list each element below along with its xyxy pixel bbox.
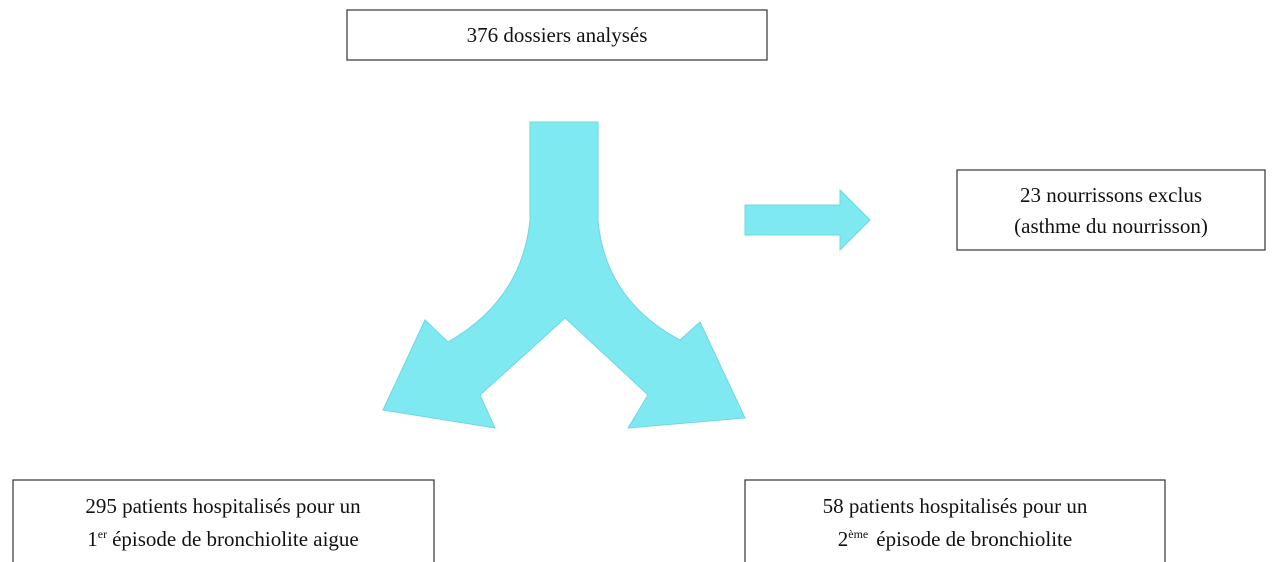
node-text-rest: épisode de bronchiolite <box>876 527 1072 551</box>
node-box <box>744 479 1166 562</box>
node-text: 376 dossiers analysés <box>467 23 648 47</box>
exclusion-arrow <box>744 188 871 252</box>
ordinal: 2 <box>838 527 849 551</box>
ordinal-suffix: er <box>98 527 107 541</box>
node-box <box>956 169 1266 251</box>
ordinal: 1 <box>87 527 98 551</box>
node-box <box>12 479 435 562</box>
node-text: (asthme du nourrisson) <box>1014 214 1208 238</box>
ordinal-suffix: ème <box>848 527 868 541</box>
node-text: 295 patients hospitalisés pour un <box>85 494 361 518</box>
node-text: 2ème épisode de bronchiolite <box>838 527 1072 551</box>
node-text-rest: épisode de bronchiolite aigue <box>112 527 359 551</box>
node-text: 1er épisode de bronchiolite aigue <box>87 527 359 551</box>
node-box <box>346 9 768 61</box>
node-text: 23 nourrissons exclus <box>1020 183 1202 207</box>
split-arrow <box>382 121 746 429</box>
node-text: 58 patients hospitalisés pour un <box>823 494 1088 518</box>
